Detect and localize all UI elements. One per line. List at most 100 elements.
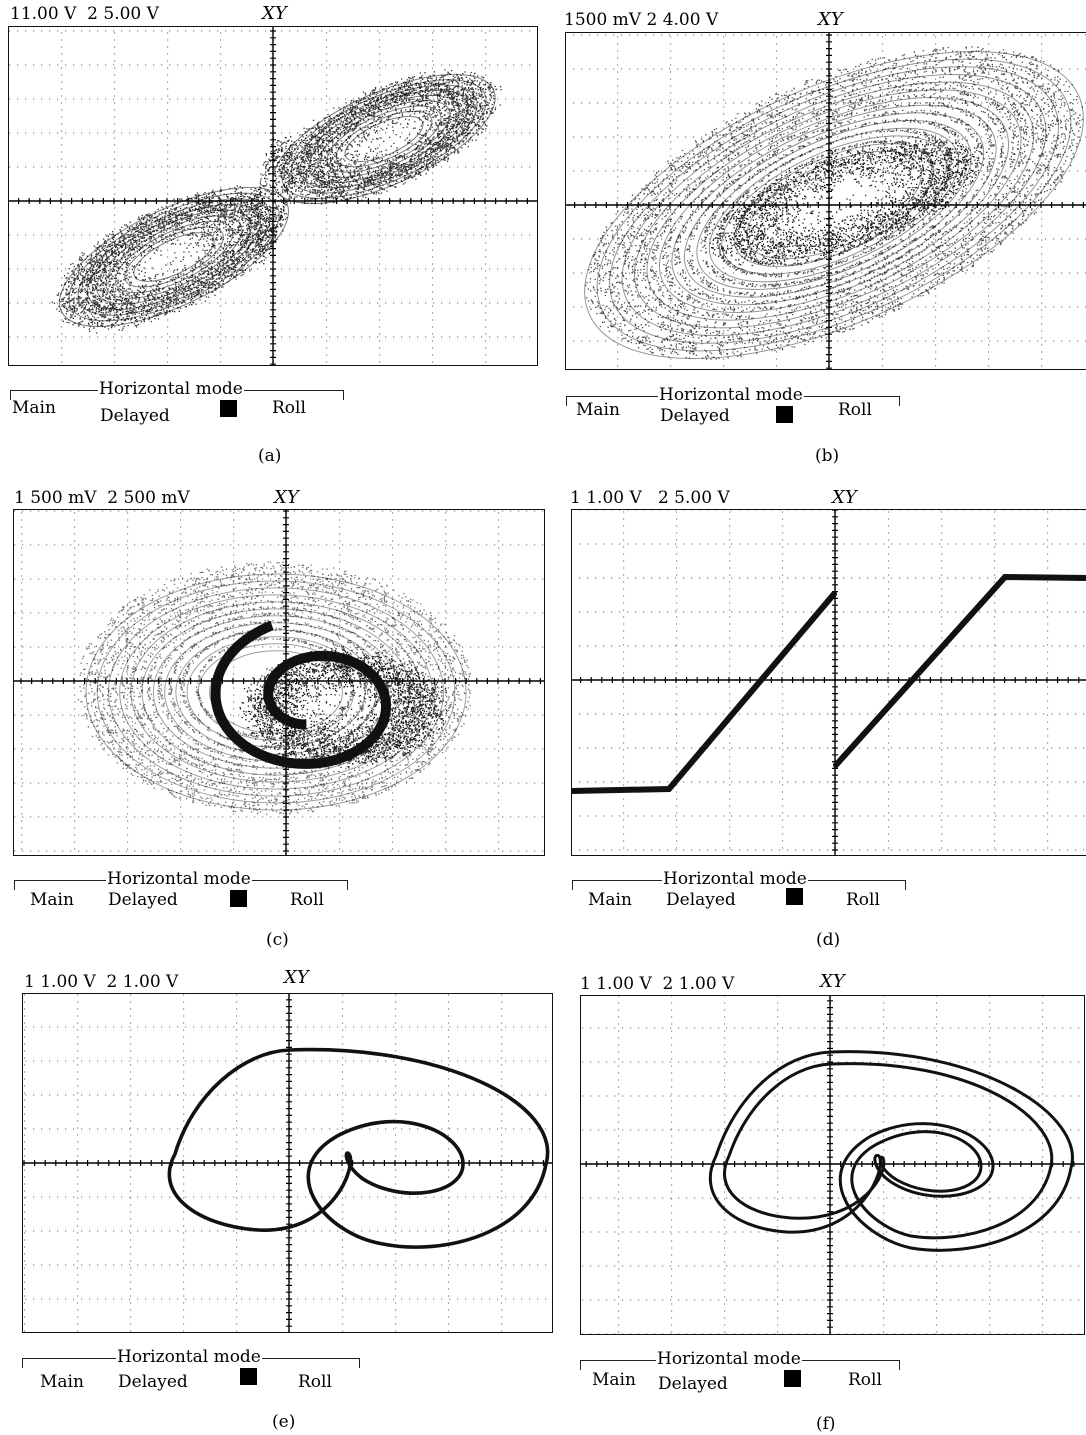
xy-mode-label: XY bbox=[284, 967, 309, 988]
mode-main-label: Main bbox=[576, 400, 620, 420]
mode-roll-label: Roll bbox=[846, 890, 880, 910]
oscilloscope-screen bbox=[580, 995, 1085, 1335]
channel-scale-header: 1 1.00 V 2 1.00 V bbox=[24, 972, 179, 992]
orbit-ring bbox=[696, 120, 972, 290]
grid-dots bbox=[573, 34, 1086, 367]
mode-indicator-square bbox=[240, 1368, 257, 1385]
graticule bbox=[572, 510, 1086, 855]
scope-display bbox=[9, 27, 537, 365]
limit-cycle-inner bbox=[723, 1062, 1054, 1240]
horizontal-mode-legend: Horizontal mode Main Delayed Roll bbox=[14, 869, 348, 912]
xy-mode-label: XY bbox=[262, 3, 287, 24]
orbit-ring bbox=[133, 232, 215, 282]
orbit-ring bbox=[634, 81, 1034, 329]
panel-caption: (d) bbox=[816, 930, 841, 950]
spiral-outer bbox=[77, 561, 472, 815]
limit-cycle-outer bbox=[709, 1050, 1074, 1252]
nonlinearity-branch-left bbox=[572, 591, 837, 794]
channel-scale-header: 11.00 V 2 5.00 V bbox=[10, 4, 159, 24]
mode-roll-label: Roll bbox=[848, 1370, 882, 1390]
mode-roll-label: Roll bbox=[838, 400, 872, 420]
channel-scale-header: 1 1.00 V 2 5.00 V bbox=[570, 488, 730, 508]
xy-mode-label: XY bbox=[818, 9, 843, 30]
orbit-ring bbox=[124, 226, 224, 288]
channel-scale-header: 1 1.00 V 2 1.00 V bbox=[580, 974, 735, 994]
mode-main-label: Main bbox=[30, 890, 74, 910]
horizontal-mode-legend: Horizontal mode Main Delayed Roll bbox=[22, 1347, 360, 1392]
horizontal-mode-title: Horizontal mode bbox=[106, 869, 252, 889]
mode-indicator-square bbox=[220, 400, 237, 417]
oscilloscope-screen bbox=[565, 32, 1086, 370]
scroll-core-dots bbox=[705, 133, 988, 267]
horizontal-mode-title: Horizontal mode bbox=[116, 1347, 262, 1367]
mode-indicator-square bbox=[784, 1370, 801, 1387]
channel-scale-header: 1500 mV 2 4.00 V bbox=[564, 10, 719, 30]
limit-cycle bbox=[167, 1047, 550, 1249]
scroll-cloud bbox=[585, 46, 1083, 360]
mode-delayed-label: Delayed bbox=[658, 1374, 728, 1394]
spiral-arm bbox=[210, 620, 391, 769]
nonlinearity-branch-right bbox=[833, 573, 1086, 768]
axis-ticks bbox=[585, 1000, 1075, 1328]
mode-main-label: Main bbox=[12, 398, 56, 418]
right-scroll-dots bbox=[274, 69, 502, 205]
scroll-cloud-dots bbox=[585, 46, 1083, 360]
panel-caption: (f) bbox=[816, 1414, 836, 1434]
scroll-bridge-dots bbox=[247, 136, 295, 265]
mode-roll-label: Roll bbox=[298, 1372, 332, 1392]
oscilloscope-screen bbox=[571, 509, 1086, 856]
scroll-bridge bbox=[247, 136, 295, 265]
graticule bbox=[566, 33, 1086, 369]
mode-delayed-label: Delayed bbox=[100, 406, 170, 426]
mode-roll-label: Roll bbox=[272, 398, 306, 418]
mode-indicator-square bbox=[230, 890, 247, 907]
orbit-ring bbox=[721, 135, 947, 275]
orbit-ring bbox=[290, 84, 478, 194]
orbit-ring bbox=[683, 112, 985, 298]
orbit-ring bbox=[130, 601, 422, 783]
right-scroll bbox=[274, 69, 502, 205]
orbit-ring bbox=[609, 66, 1059, 344]
xy-mode-label: XY bbox=[820, 971, 845, 992]
left-scroll-dots bbox=[51, 185, 288, 334]
axis-ticks bbox=[23, 999, 544, 1327]
orbit-ring bbox=[119, 594, 433, 790]
scope-display bbox=[14, 510, 544, 855]
scope-display bbox=[572, 510, 1086, 855]
oscilloscope-screen bbox=[13, 509, 545, 856]
oscilloscope-screen bbox=[8, 26, 538, 366]
mode-delayed-label: Delayed bbox=[108, 890, 178, 910]
mode-main-label: Main bbox=[40, 1372, 84, 1392]
mode-delayed-label: Delayed bbox=[666, 890, 736, 910]
orbit-ring bbox=[272, 73, 496, 205]
channel-scale-header: 1 500 mV 2 500 mV bbox=[14, 488, 190, 508]
scope-display bbox=[566, 33, 1086, 369]
scope-display bbox=[581, 996, 1084, 1334]
scope-display bbox=[23, 994, 552, 1332]
panel-caption: (a) bbox=[258, 446, 282, 466]
mode-delayed-label: Delayed bbox=[118, 1372, 188, 1392]
horizontal-mode-title: Horizontal mode bbox=[658, 385, 804, 405]
left-scroll bbox=[51, 185, 288, 334]
graticule bbox=[23, 994, 552, 1332]
xy-mode-label: XY bbox=[832, 487, 857, 508]
horizontal-mode-legend: Horizontal mode Main Delayed Roll bbox=[580, 1349, 900, 1394]
orbit-ring bbox=[281, 79, 487, 199]
horizontal-mode-legend: Horizontal mode Main Delayed Roll bbox=[566, 385, 900, 428]
panel-caption: (e) bbox=[272, 1412, 296, 1432]
mode-delayed-label: Delayed bbox=[660, 406, 730, 426]
panel-caption: (c) bbox=[266, 930, 289, 950]
spiral-outer-dots bbox=[77, 561, 472, 815]
mode-roll-label: Roll bbox=[290, 890, 324, 910]
orbit-ring bbox=[105, 215, 243, 299]
mode-main-label: Main bbox=[592, 1370, 636, 1390]
mode-indicator-square bbox=[786, 888, 803, 905]
orbit-ring bbox=[96, 580, 456, 804]
horizontal-mode-title: Horizontal mode bbox=[98, 379, 244, 399]
xy-mode-label: XY bbox=[274, 487, 299, 508]
orbit-ring bbox=[85, 573, 467, 811]
scroll-core bbox=[705, 133, 988, 267]
mode-indicator-square bbox=[776, 406, 793, 423]
horizontal-mode-title: Horizontal mode bbox=[656, 1349, 802, 1369]
panel-caption: (b) bbox=[815, 446, 840, 466]
